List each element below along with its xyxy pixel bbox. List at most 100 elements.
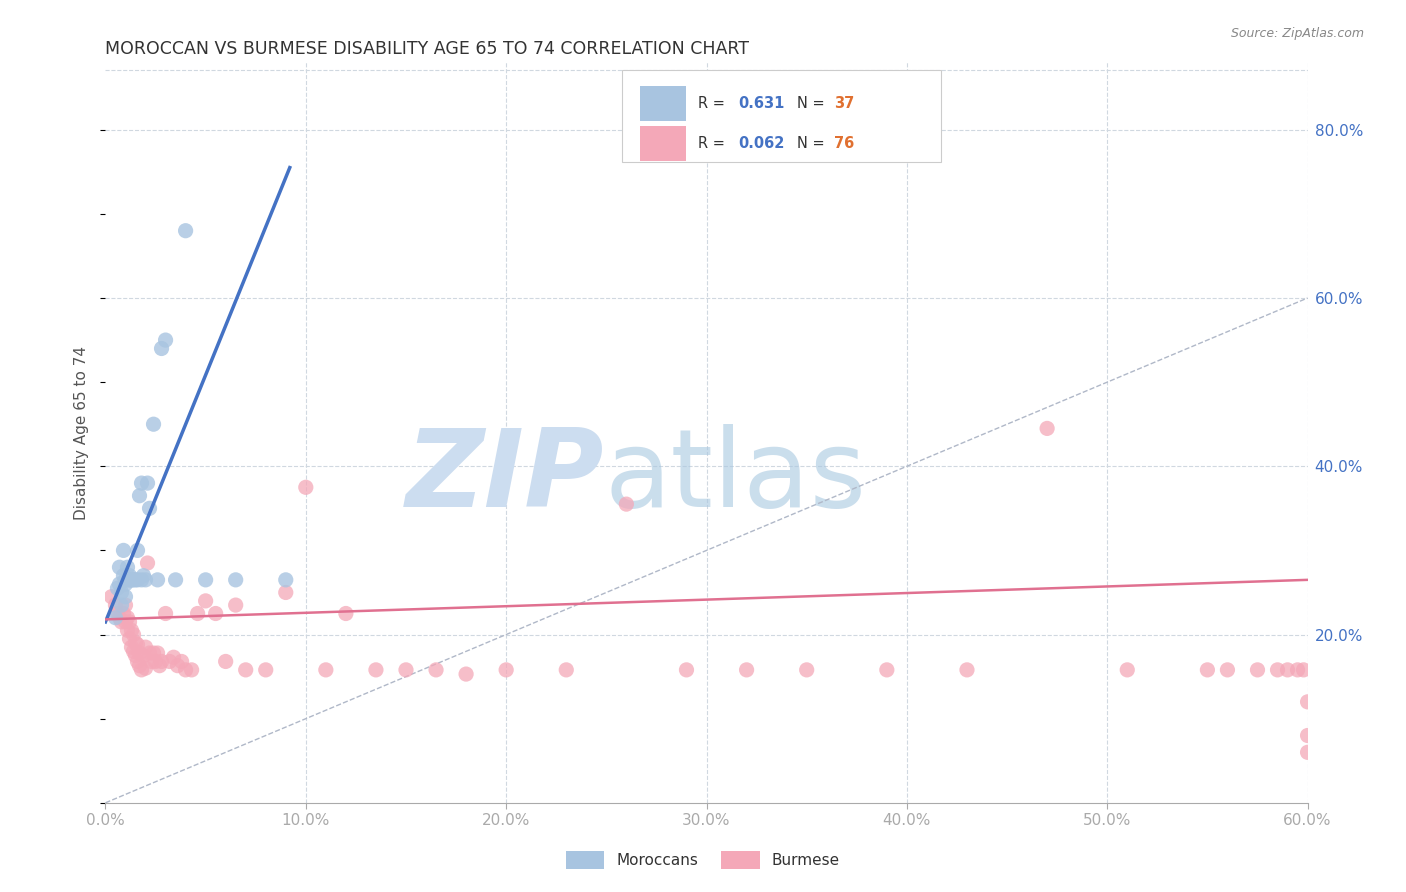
Text: 0.062: 0.062	[738, 136, 785, 151]
Point	[1216, 663, 1239, 677]
Point	[315, 663, 337, 677]
Point	[110, 615, 132, 629]
Point	[131, 663, 153, 677]
Point	[155, 607, 177, 621]
Point	[127, 655, 149, 669]
Point	[117, 573, 139, 587]
Legend: Moroccans, Burmese: Moroccans, Burmese	[560, 845, 846, 875]
Point	[148, 658, 170, 673]
Point	[225, 573, 247, 587]
Point	[124, 648, 146, 663]
Point	[117, 624, 139, 638]
Point	[155, 333, 177, 347]
Point	[1036, 421, 1059, 435]
Point	[121, 573, 143, 587]
Point	[112, 543, 135, 558]
Point	[127, 543, 149, 558]
FancyBboxPatch shape	[640, 86, 686, 121]
Point	[121, 573, 143, 587]
Point	[110, 585, 132, 599]
Point	[454, 667, 477, 681]
Point	[132, 648, 155, 663]
Point	[118, 615, 141, 629]
Point	[1246, 663, 1268, 677]
Point	[1296, 695, 1319, 709]
Text: ZIP: ZIP	[406, 424, 605, 530]
Point	[495, 663, 517, 677]
Point	[107, 581, 129, 595]
Point	[135, 573, 157, 587]
Point	[675, 663, 697, 677]
Point	[1296, 729, 1319, 743]
Point	[128, 489, 150, 503]
Point	[122, 644, 145, 658]
Point	[118, 573, 141, 587]
Point	[138, 646, 160, 660]
Point	[796, 663, 818, 677]
Point	[214, 655, 236, 669]
Text: 0.631: 0.631	[738, 95, 785, 111]
FancyBboxPatch shape	[640, 126, 686, 161]
Point	[162, 650, 184, 665]
Point	[1286, 663, 1309, 677]
Point	[136, 556, 159, 570]
Point	[128, 658, 150, 673]
Point	[616, 497, 638, 511]
Text: 37: 37	[834, 95, 855, 111]
Point	[114, 598, 136, 612]
Point	[136, 476, 159, 491]
Point	[180, 663, 202, 677]
Point	[104, 611, 127, 625]
Text: atlas: atlas	[605, 424, 866, 530]
Point	[122, 627, 145, 641]
Point	[150, 655, 173, 669]
Point	[114, 577, 136, 591]
Point	[127, 638, 149, 652]
Point	[124, 636, 146, 650]
Point	[235, 663, 257, 677]
Point	[114, 590, 136, 604]
Text: N =: N =	[797, 95, 830, 111]
Point	[112, 568, 135, 582]
Point	[145, 655, 167, 669]
Point	[159, 655, 181, 669]
Point	[124, 573, 146, 587]
Point	[1277, 663, 1299, 677]
Point	[735, 663, 758, 677]
Point	[117, 611, 139, 625]
Point	[118, 568, 141, 582]
Point	[146, 573, 169, 587]
Point	[425, 663, 447, 677]
Point	[555, 663, 578, 677]
Point	[118, 632, 141, 646]
Point	[174, 663, 197, 677]
Point	[117, 560, 139, 574]
Point	[150, 342, 173, 356]
Point	[141, 655, 163, 669]
Point	[131, 476, 153, 491]
Point	[194, 573, 217, 587]
Point	[364, 663, 387, 677]
Point	[138, 501, 160, 516]
Point	[108, 577, 131, 591]
Text: 76: 76	[834, 136, 855, 151]
Point	[166, 658, 188, 673]
Text: R =: R =	[699, 136, 730, 151]
Point	[146, 646, 169, 660]
Point	[127, 573, 149, 587]
Point	[274, 585, 297, 599]
Point	[121, 640, 143, 655]
Point	[187, 607, 209, 621]
FancyBboxPatch shape	[623, 70, 941, 162]
Point	[142, 417, 165, 432]
Point	[114, 615, 136, 629]
Text: N =: N =	[797, 136, 830, 151]
Point	[204, 607, 226, 621]
Y-axis label: Disability Age 65 to 74: Disability Age 65 to 74	[75, 345, 90, 520]
Point	[112, 607, 135, 621]
Point	[110, 598, 132, 612]
Point	[295, 480, 318, 494]
Point	[274, 573, 297, 587]
Point	[165, 573, 187, 587]
Point	[254, 663, 277, 677]
